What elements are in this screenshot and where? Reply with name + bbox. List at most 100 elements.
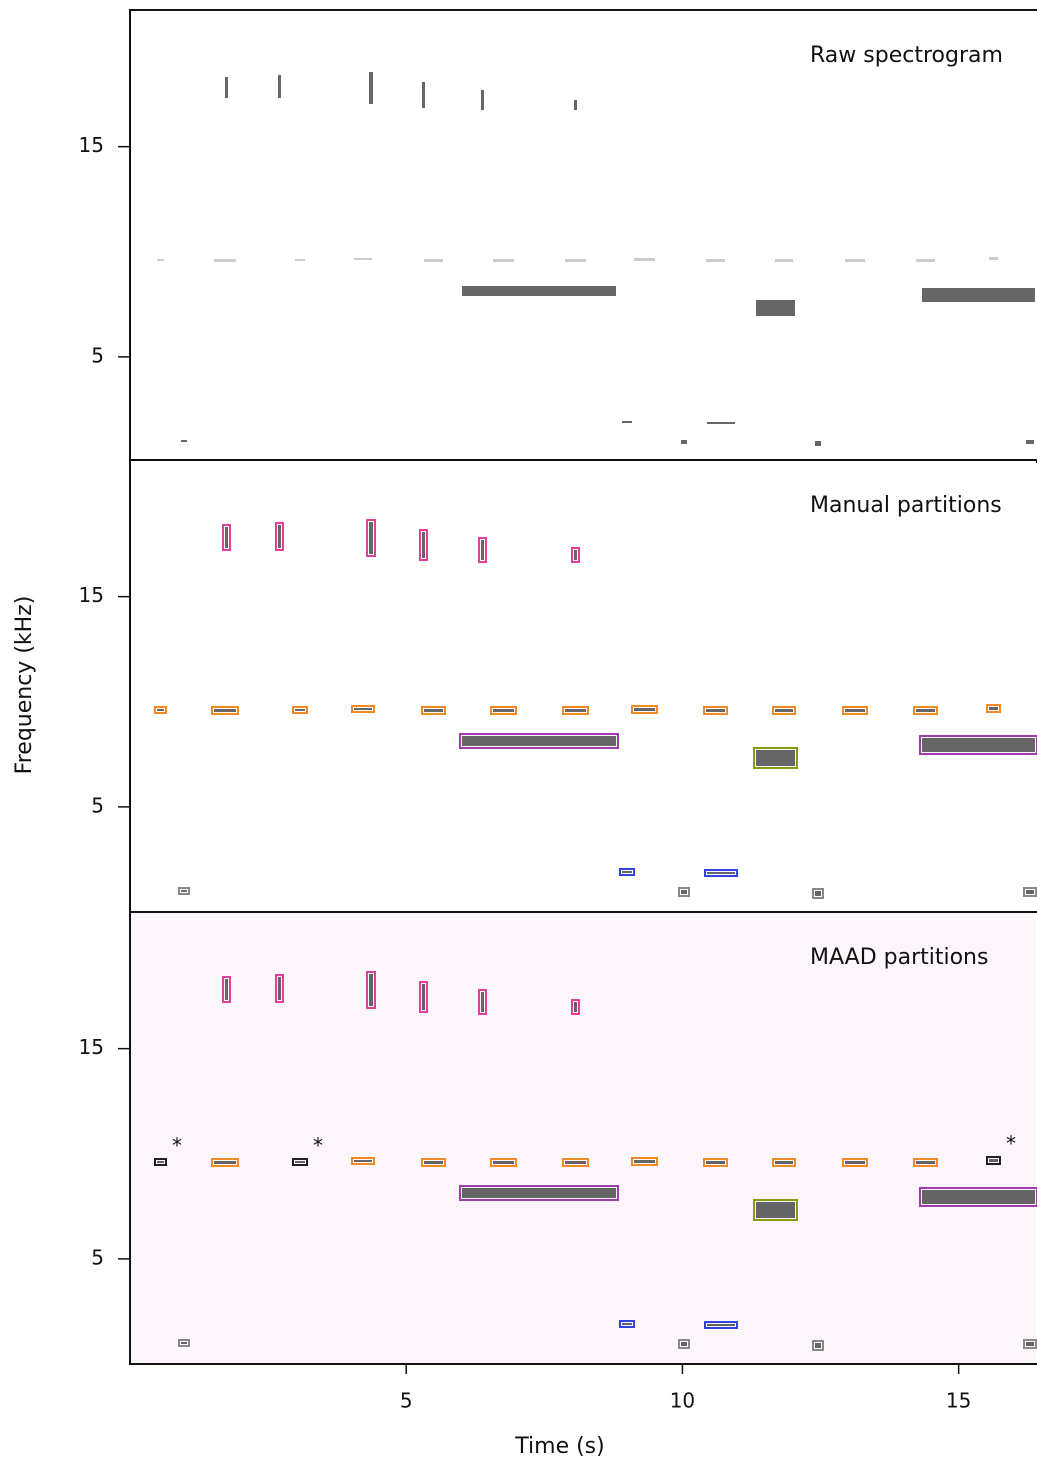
sound-blob — [181, 1342, 187, 1344]
sound-blob — [922, 288, 1035, 302]
sound-blob — [225, 979, 228, 1000]
sound-blob — [916, 1161, 935, 1164]
partition-box — [812, 888, 824, 899]
sound-blob — [278, 525, 281, 548]
sound-blob — [225, 527, 228, 548]
sound-blob — [157, 1161, 164, 1163]
sound-blob — [424, 709, 443, 712]
sound-blob — [565, 709, 586, 712]
sound-blob — [422, 82, 425, 108]
sound-blob — [756, 300, 795, 316]
partition-box — [919, 1187, 1037, 1207]
sound-blob — [922, 738, 1035, 752]
sound-blob — [706, 1161, 725, 1164]
sound-blob — [622, 871, 632, 873]
sound-blob — [369, 72, 373, 104]
panel-background — [130, 460, 1036, 912]
partition-box — [562, 1158, 589, 1167]
partition-box — [703, 706, 728, 715]
y-tick-label: 5 — [91, 1245, 104, 1269]
panel-title: Raw spectrogram — [810, 43, 1003, 68]
sound-blob — [462, 736, 616, 746]
sound-blob — [225, 77, 228, 98]
panel-frame — [129, 911, 1037, 1365]
sound-blob — [565, 1161, 586, 1164]
sound-blob — [756, 750, 795, 766]
partition-box — [292, 1158, 308, 1166]
y-tick-label: 15 — [79, 133, 104, 157]
sound-blob — [775, 259, 793, 262]
sound-blob — [634, 258, 655, 261]
partition-box — [913, 1158, 938, 1167]
sound-blob — [214, 709, 236, 712]
sound-blob — [295, 1161, 305, 1163]
partition-box — [275, 522, 284, 551]
sound-blob — [462, 286, 616, 296]
sound-blob — [493, 259, 514, 262]
partition-box — [178, 1339, 190, 1347]
partition-box — [678, 1339, 690, 1349]
panel-background — [130, 10, 1036, 462]
partition-box — [842, 706, 868, 715]
partition-box — [351, 1157, 375, 1165]
sound-blob — [354, 258, 372, 260]
sound-blob — [815, 1343, 821, 1348]
sound-blob — [574, 1002, 577, 1012]
partition-box — [490, 706, 517, 715]
sound-blob — [493, 1161, 514, 1164]
sound-blob — [369, 522, 373, 554]
partition-box — [753, 747, 798, 769]
sound-blob — [707, 1324, 735, 1326]
partition-box — [154, 706, 167, 714]
sound-blob — [634, 708, 655, 711]
sound-blob — [295, 259, 305, 261]
sound-blob — [574, 100, 577, 110]
sound-blob — [922, 1190, 1035, 1204]
sound-blob — [989, 257, 998, 260]
sound-blob — [481, 992, 484, 1012]
sound-blob — [681, 1342, 687, 1346]
panel-title: MAAD partitions — [810, 945, 988, 970]
sound-blob — [278, 977, 281, 1000]
partition-box — [772, 706, 796, 715]
partition-box — [913, 706, 938, 715]
sound-blob — [916, 709, 935, 712]
y-tick-label: 15 — [79, 1035, 104, 1059]
sound-blob — [845, 1161, 865, 1164]
partition-box — [178, 887, 190, 895]
partition-box — [421, 706, 446, 715]
partition-box — [753, 1199, 798, 1221]
sound-blob — [157, 709, 164, 711]
partition-box — [812, 1340, 824, 1351]
sound-blob — [354, 708, 372, 710]
partition-box — [459, 733, 619, 749]
sound-blob — [424, 259, 443, 262]
sound-blob — [845, 259, 865, 262]
sound-blob — [214, 1161, 236, 1164]
partition-box — [459, 1185, 619, 1201]
partition-box — [478, 989, 487, 1015]
partition-box — [292, 706, 308, 714]
sound-blob — [756, 1202, 795, 1218]
partition-box — [562, 706, 589, 715]
partition-box — [704, 869, 738, 877]
partition-box — [919, 735, 1037, 755]
partition-box — [678, 887, 690, 897]
sound-blob — [622, 421, 632, 423]
y-tick-label: 5 — [91, 793, 104, 817]
sound-blob — [707, 422, 735, 424]
sound-blob — [681, 890, 687, 894]
partition-box — [419, 981, 428, 1013]
partition-box — [351, 705, 375, 713]
sound-blob — [815, 891, 821, 896]
sound-blob — [634, 1160, 655, 1163]
sound-blob — [181, 440, 187, 442]
partition-box — [478, 537, 487, 563]
sound-blob — [622, 1323, 632, 1325]
partition-box — [366, 519, 376, 557]
sound-blob — [989, 1159, 998, 1162]
panel-background — [130, 912, 1036, 1364]
sound-blob — [354, 1160, 372, 1162]
partition-box — [703, 1158, 728, 1167]
